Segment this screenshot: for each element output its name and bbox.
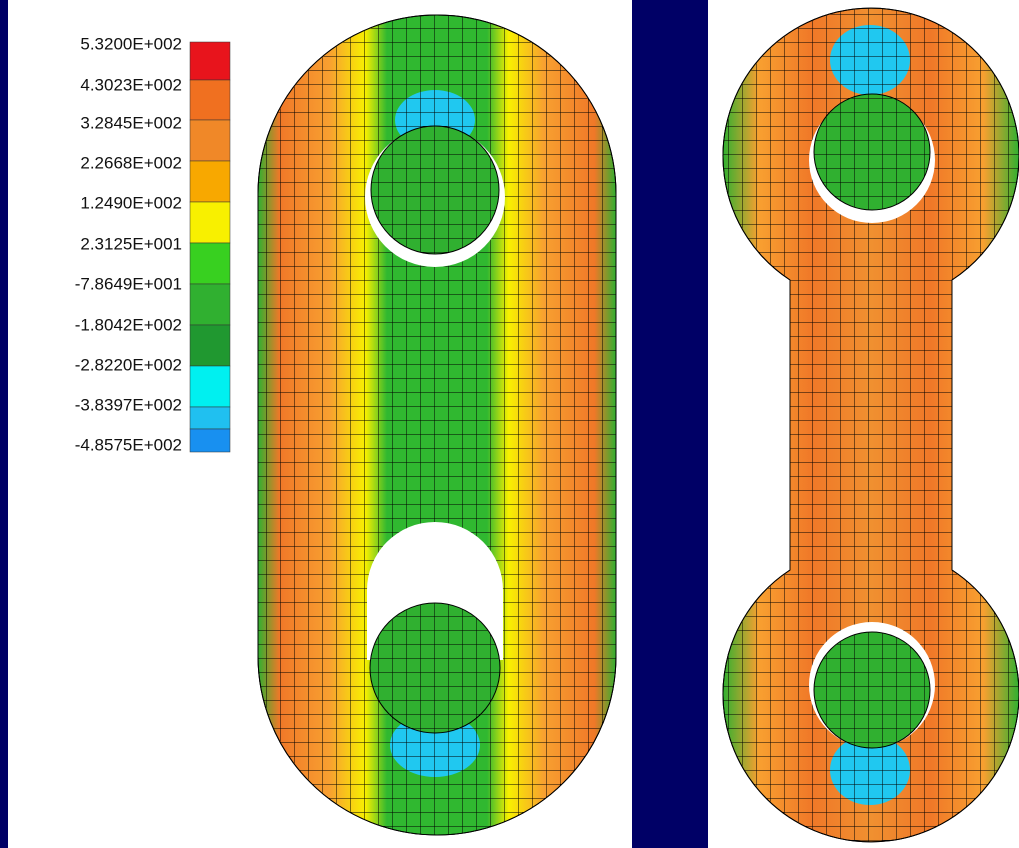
legend-label: 2.2668E+002	[80, 153, 182, 172]
legend-label: 4.3023E+002	[80, 75, 182, 94]
left-model	[258, 15, 616, 835]
legend-label: -3.8397E+002	[75, 395, 182, 414]
screen: 5.3200E+002 4.3023E+002 3.2845E+002 2.26…	[0, 0, 1019, 848]
legend-label: 1.2490E+002	[80, 193, 182, 212]
colorbar	[190, 42, 230, 452]
legend-label: -7.8649E+001	[75, 274, 182, 293]
legend-label: 3.2845E+002	[80, 113, 182, 132]
legend-label: 2.3125E+001	[80, 234, 182, 253]
page: 5.3200E+002 4.3023E+002 3.2845E+002 2.26…	[0, 0, 1019, 848]
legend-label: -1.8042E+002	[75, 315, 182, 334]
legend-label: 5.3200E+002	[80, 34, 182, 53]
legend-label: -2.8220E+002	[75, 355, 182, 374]
legend-label: -4.8575E+002	[75, 435, 182, 454]
